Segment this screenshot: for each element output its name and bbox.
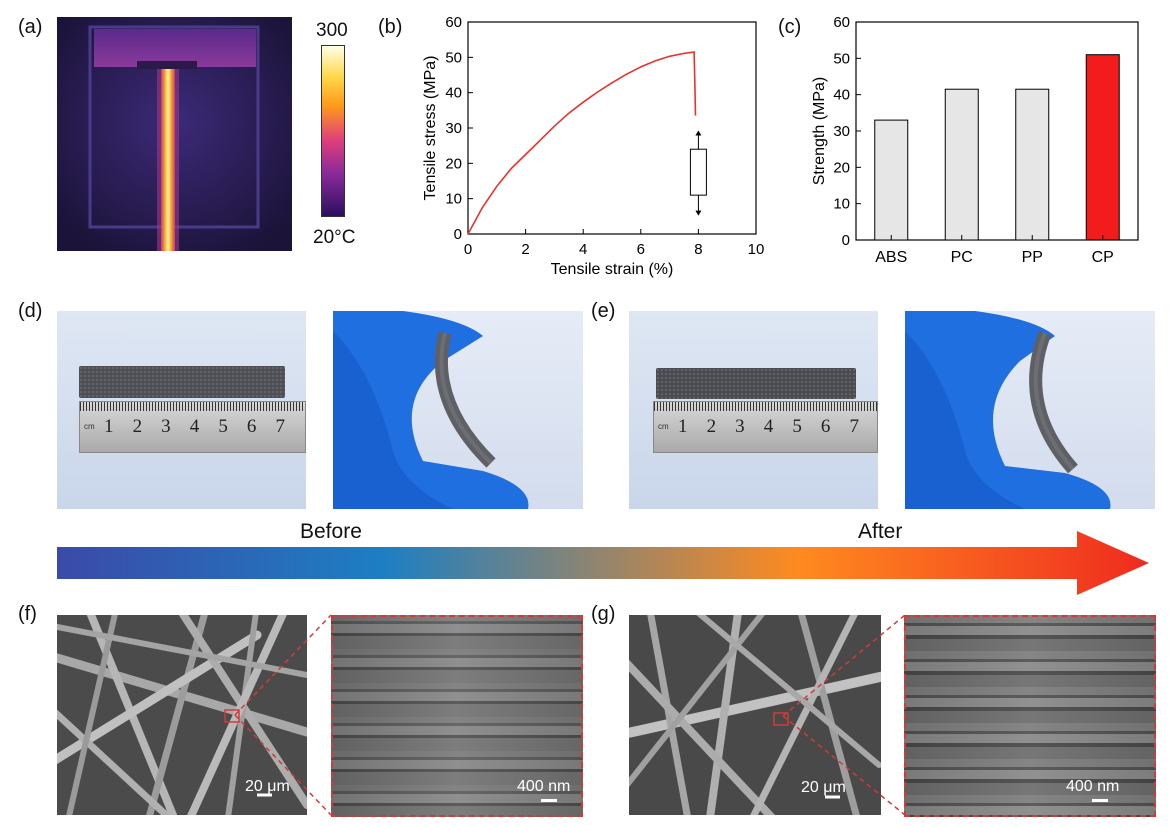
x-tick-label: CP [1092,249,1114,266]
y-tick-label: 10 [833,196,850,213]
ruler-number: 7 [275,416,285,437]
x-tick-label: 8 [694,241,702,258]
colorbar-max-label: 300 [316,20,348,41]
y-axis-label: Strength (MPa) [811,77,828,185]
sample-strip [79,366,285,398]
bar-abs [874,119,909,241]
colorbar-min-label: 20°C [313,227,355,249]
ruler-number: 2 [132,416,143,437]
panel-label-a: (a) [18,16,43,38]
ruler-number: 4 [763,416,774,437]
before-label: Before [300,520,362,543]
zoom-frame-f [331,615,583,817]
y-tick-label: 10 [445,191,462,208]
ruler-number: 3 [735,416,745,437]
ruler-number: 5 [218,416,228,437]
stress-strain-chart: 0 2 4 6 8 10 0 10 20 30 40 50 60 Tensile strain (%) Te… [422,14,765,278]
bar-pc [944,88,979,241]
zoom-lines-f [234,614,332,816]
scale-bar-label-20um: 20 μm [801,779,846,796]
plot-frame [467,21,757,235]
stress-strain-curve [467,51,697,235]
panel-label-f: (f) [18,603,37,625]
x-tick-label: PC [951,249,973,266]
y-tick-label: 50 [445,49,462,66]
panel-label-d: (d) [18,300,43,322]
bar-pp [1015,88,1050,241]
colorbar-unit: °C [334,227,356,248]
y-tick-label: 0 [454,226,462,243]
scale-bar [541,799,557,802]
sem-image-low-mag-before: 20 μm [57,615,307,815]
panel-label-c: (c) [778,16,802,38]
zoom-lines-g [782,614,906,816]
zoom-frame-g [904,615,1156,817]
x-tick-label: 2 [521,241,529,258]
y-axis-label: Tensile stress (MPa) [422,56,439,201]
sample-strip [656,368,856,399]
panel-label-g: (g) [591,603,616,625]
x-axis-label: Tensile strain (%) [551,261,674,278]
y-tick-label: 0 [842,232,850,249]
ruler-number: 4 [189,416,200,437]
thermal-image [57,17,292,251]
ruler-number: 6 [246,416,257,437]
x-tick-label: 4 [579,241,587,258]
after-label: After [858,520,903,543]
boxplot-box [689,148,707,196]
y-tick-label: 40 [833,87,850,104]
y-tick-label: 40 [445,85,462,102]
boxplot-arrow-top [695,130,702,136]
ruler-unit: cm [658,422,669,431]
ruler-number: 5 [792,416,802,437]
y-tick-label: 60 [445,14,462,31]
colorbar-min-value: 20 [313,227,335,248]
x-tick-label: ABS [875,249,907,266]
ruler-number: 7 [849,416,859,437]
y-tick-label: 20 [833,159,850,176]
scale-bar-label-400nm: 400 nm [1066,778,1120,795]
strength-bar-chart: 0 10 20 30 40 50 60 Strength (MPa) ABS PC PP CP [811,14,1139,266]
x-tick-label: 0 [464,241,472,258]
scale-bar-label-400nm: 400 nm [517,778,571,795]
y-tick-label: 50 [833,50,850,67]
x-tick-label: 10 [748,241,765,258]
x-tick-label: PP [1022,249,1043,266]
scale-bar-label-20um: 20 μm [245,778,290,795]
scale-bar [1092,799,1108,802]
y-tick-label: 30 [833,123,850,140]
y-tick-label: 30 [445,120,462,137]
ruler-ticks [654,402,877,411]
ruler-number: 6 [820,416,831,437]
bar-cp [1085,54,1120,241]
ruler-number: 3 [161,416,171,437]
panel-label-e: (e) [591,300,616,322]
y-tick-label: 60 [833,14,850,31]
ruler-ticks [80,402,305,411]
y-tick-label: 20 [445,155,462,172]
sem-image-low-mag-after: 20 μm [629,615,881,815]
sem-image-high-mag-before: 400 nm [331,615,583,817]
ruler-unit: cm [84,422,95,431]
ruler-number: 2 [706,416,717,437]
before-after-arrow [57,531,1149,595]
ruler-number: 1 [678,416,688,437]
colorbar [321,45,345,217]
ruler-number: 1 [104,416,114,437]
x-tick-label: 6 [637,241,645,258]
sem-image-high-mag-after: 400 nm [904,615,1156,817]
boxplot-arrow-bottom [695,210,702,216]
bent-sample-photo-after [905,311,1155,509]
panel-label-b: (b) [378,16,403,38]
bent-sample-photo-before [333,311,583,509]
